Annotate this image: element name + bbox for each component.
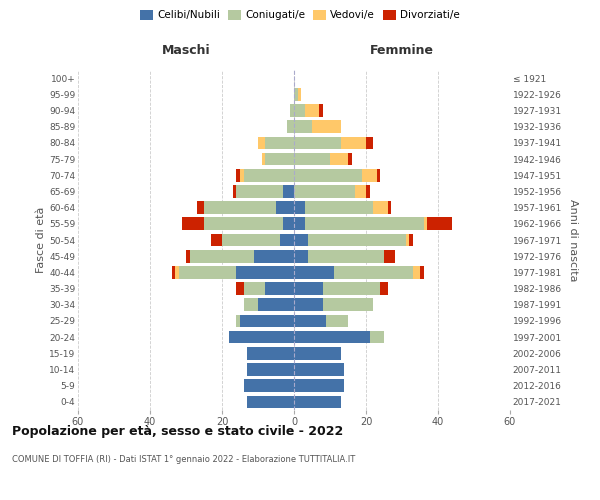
Bar xyxy=(283,218,294,230)
Bar xyxy=(265,282,294,295)
Bar xyxy=(427,218,452,230)
Bar xyxy=(294,169,362,181)
Bar xyxy=(204,218,283,230)
Bar xyxy=(229,331,294,344)
Bar xyxy=(326,314,348,328)
Bar xyxy=(366,136,373,149)
Bar xyxy=(236,169,240,181)
Bar xyxy=(355,185,366,198)
Bar xyxy=(373,202,388,214)
Bar xyxy=(236,282,244,295)
Bar xyxy=(348,152,352,166)
Bar xyxy=(276,202,294,214)
Bar xyxy=(413,266,420,278)
Text: COMUNE DI TOFFIA (RI) - Dati ISTAT 1° gennaio 2022 - Elaborazione TUTTITALIA.IT: COMUNE DI TOFFIA (RI) - Dati ISTAT 1° ge… xyxy=(12,455,355,464)
Bar xyxy=(186,250,190,262)
Bar xyxy=(240,314,294,328)
Bar xyxy=(236,266,294,278)
Bar xyxy=(254,250,294,262)
Bar xyxy=(294,380,344,392)
Bar xyxy=(294,120,312,133)
Bar xyxy=(280,234,294,246)
Bar xyxy=(294,396,341,408)
Bar xyxy=(236,185,283,198)
Bar xyxy=(179,266,236,278)
Bar xyxy=(294,104,305,117)
Legend: Celibi/Nubili, Coniugati/e, Vedovi/e, Divorziati/e: Celibi/Nubili, Coniugati/e, Vedovi/e, Di… xyxy=(140,10,460,20)
Bar xyxy=(244,380,294,392)
Bar xyxy=(182,218,204,230)
Bar xyxy=(330,152,348,166)
Bar xyxy=(265,152,294,166)
Bar xyxy=(294,234,308,246)
Bar xyxy=(384,250,395,262)
Bar xyxy=(236,314,240,328)
Bar xyxy=(258,136,265,149)
Bar xyxy=(341,136,366,149)
Text: Popolazione per età, sesso e stato civile - 2022: Popolazione per età, sesso e stato civil… xyxy=(12,425,343,438)
Bar xyxy=(294,282,323,295)
Bar xyxy=(380,282,388,295)
Bar xyxy=(294,185,355,198)
Bar xyxy=(240,169,244,181)
Bar xyxy=(172,266,175,278)
Bar xyxy=(323,298,373,311)
Bar xyxy=(388,202,391,214)
Bar xyxy=(294,136,341,149)
Bar xyxy=(244,169,294,181)
Bar xyxy=(334,266,413,278)
Bar xyxy=(294,152,330,166)
Bar xyxy=(323,282,380,295)
Bar xyxy=(294,347,341,360)
Bar xyxy=(294,218,305,230)
Bar xyxy=(409,234,413,246)
Bar xyxy=(305,202,373,214)
Bar xyxy=(294,250,308,262)
Bar xyxy=(247,396,294,408)
Bar xyxy=(244,282,265,295)
Bar xyxy=(308,250,384,262)
Bar xyxy=(211,234,222,246)
Bar xyxy=(424,218,427,230)
Bar xyxy=(294,88,298,101)
Bar xyxy=(406,234,409,246)
Bar xyxy=(262,152,265,166)
Bar xyxy=(377,169,380,181)
Bar xyxy=(294,331,370,344)
Bar xyxy=(294,266,334,278)
Bar xyxy=(370,331,384,344)
Text: Maschi: Maschi xyxy=(161,44,211,57)
Text: Femmine: Femmine xyxy=(370,44,434,57)
Bar xyxy=(294,363,344,376)
Bar xyxy=(247,363,294,376)
Bar xyxy=(247,347,294,360)
Bar xyxy=(298,88,301,101)
Bar xyxy=(265,136,294,149)
Bar xyxy=(290,104,294,117)
Bar xyxy=(197,202,204,214)
Bar xyxy=(362,169,377,181)
Bar xyxy=(305,218,424,230)
Bar xyxy=(244,298,258,311)
Bar xyxy=(287,120,294,133)
Bar xyxy=(305,104,319,117)
Bar xyxy=(319,104,323,117)
Bar xyxy=(222,234,280,246)
Bar xyxy=(204,202,276,214)
Bar xyxy=(312,120,341,133)
Bar xyxy=(294,298,323,311)
Bar xyxy=(294,314,326,328)
Bar xyxy=(233,185,236,198)
Bar xyxy=(175,266,179,278)
Bar xyxy=(308,234,406,246)
Bar xyxy=(420,266,424,278)
Bar xyxy=(258,298,294,311)
Bar xyxy=(366,185,370,198)
Y-axis label: Fasce di età: Fasce di età xyxy=(36,207,46,273)
Bar xyxy=(283,185,294,198)
Bar xyxy=(294,202,305,214)
Y-axis label: Anni di nascita: Anni di nascita xyxy=(568,198,578,281)
Bar xyxy=(190,250,254,262)
